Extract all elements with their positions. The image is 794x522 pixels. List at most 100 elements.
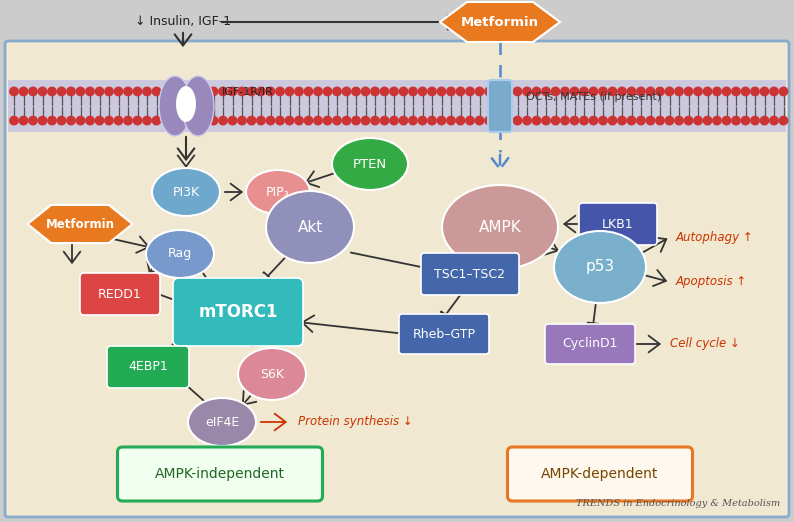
Circle shape [409, 87, 417, 96]
Circle shape [380, 116, 389, 125]
FancyBboxPatch shape [107, 346, 189, 388]
Text: 4EBP1: 4EBP1 [128, 361, 168, 374]
Circle shape [314, 116, 322, 125]
Circle shape [399, 116, 407, 125]
Circle shape [210, 116, 218, 125]
Circle shape [38, 116, 47, 125]
Circle shape [219, 87, 227, 96]
Circle shape [504, 116, 512, 125]
Circle shape [333, 87, 341, 96]
Circle shape [495, 87, 503, 96]
Ellipse shape [554, 231, 646, 303]
Ellipse shape [188, 398, 256, 446]
Circle shape [323, 116, 332, 125]
Text: Protein synthesis ↓: Protein synthesis ↓ [298, 416, 413, 429]
Circle shape [219, 116, 227, 125]
Text: TSC1–TSC2: TSC1–TSC2 [434, 267, 506, 280]
Circle shape [437, 87, 445, 96]
Ellipse shape [176, 86, 196, 122]
Circle shape [38, 87, 47, 96]
Circle shape [513, 87, 522, 96]
Circle shape [418, 116, 426, 125]
Circle shape [352, 87, 360, 96]
Circle shape [48, 87, 56, 96]
Text: OCTs, MATEs (if present): OCTs, MATEs (if present) [526, 92, 661, 102]
Text: Metformin: Metformin [45, 218, 114, 231]
Ellipse shape [442, 185, 558, 269]
Circle shape [352, 116, 360, 125]
Text: S6K: S6K [260, 367, 284, 381]
Circle shape [732, 116, 740, 125]
Circle shape [133, 87, 141, 96]
Circle shape [618, 116, 626, 125]
Circle shape [646, 87, 655, 96]
Polygon shape [28, 205, 133, 243]
Text: Rheb–GTP: Rheb–GTP [413, 327, 476, 340]
Circle shape [542, 87, 550, 96]
Circle shape [143, 116, 151, 125]
Circle shape [114, 87, 123, 96]
Circle shape [152, 116, 160, 125]
Text: Cell cycle ↓: Cell cycle ↓ [670, 338, 740, 350]
Polygon shape [440, 2, 560, 42]
Circle shape [247, 87, 256, 96]
Circle shape [723, 87, 730, 96]
Circle shape [314, 87, 322, 96]
Circle shape [67, 87, 75, 96]
Circle shape [637, 87, 646, 96]
Circle shape [751, 87, 759, 96]
Circle shape [133, 116, 141, 125]
Text: Apoptosis ↑: Apoptosis ↑ [676, 276, 747, 289]
Circle shape [162, 87, 170, 96]
Circle shape [599, 87, 607, 96]
Circle shape [10, 116, 18, 125]
Circle shape [627, 116, 636, 125]
FancyBboxPatch shape [545, 324, 635, 364]
Circle shape [172, 87, 179, 96]
Circle shape [304, 116, 313, 125]
Circle shape [333, 116, 341, 125]
Circle shape [380, 87, 389, 96]
Circle shape [237, 116, 246, 125]
Circle shape [589, 87, 598, 96]
Circle shape [323, 87, 332, 96]
Text: LKB1: LKB1 [602, 218, 634, 231]
Circle shape [390, 116, 399, 125]
Text: CyclinD1: CyclinD1 [562, 338, 618, 350]
Circle shape [124, 87, 132, 96]
Text: Akt: Akt [298, 219, 322, 234]
Circle shape [342, 87, 351, 96]
Circle shape [665, 116, 673, 125]
Circle shape [210, 87, 218, 96]
Circle shape [67, 116, 75, 125]
Circle shape [703, 116, 711, 125]
FancyBboxPatch shape [579, 203, 657, 245]
Circle shape [95, 87, 104, 96]
Circle shape [256, 87, 265, 96]
Circle shape [76, 87, 85, 96]
Ellipse shape [152, 168, 220, 216]
Circle shape [770, 116, 778, 125]
Circle shape [723, 116, 730, 125]
Circle shape [551, 116, 560, 125]
Circle shape [580, 116, 588, 125]
Text: AMPK-dependent: AMPK-dependent [542, 467, 659, 481]
Circle shape [19, 116, 28, 125]
Text: REDD1: REDD1 [98, 288, 142, 301]
FancyBboxPatch shape [80, 273, 160, 315]
Circle shape [742, 87, 750, 96]
Circle shape [237, 87, 246, 96]
Circle shape [57, 87, 66, 96]
Circle shape [457, 87, 464, 96]
Circle shape [95, 116, 104, 125]
Text: p53: p53 [585, 259, 615, 275]
FancyBboxPatch shape [118, 447, 322, 501]
Text: PI3K: PI3K [172, 185, 199, 198]
Ellipse shape [146, 230, 214, 278]
FancyBboxPatch shape [5, 41, 789, 517]
Circle shape [637, 116, 646, 125]
Text: AMPK: AMPK [479, 219, 522, 234]
Circle shape [48, 116, 56, 125]
Circle shape [742, 116, 750, 125]
Circle shape [665, 87, 673, 96]
